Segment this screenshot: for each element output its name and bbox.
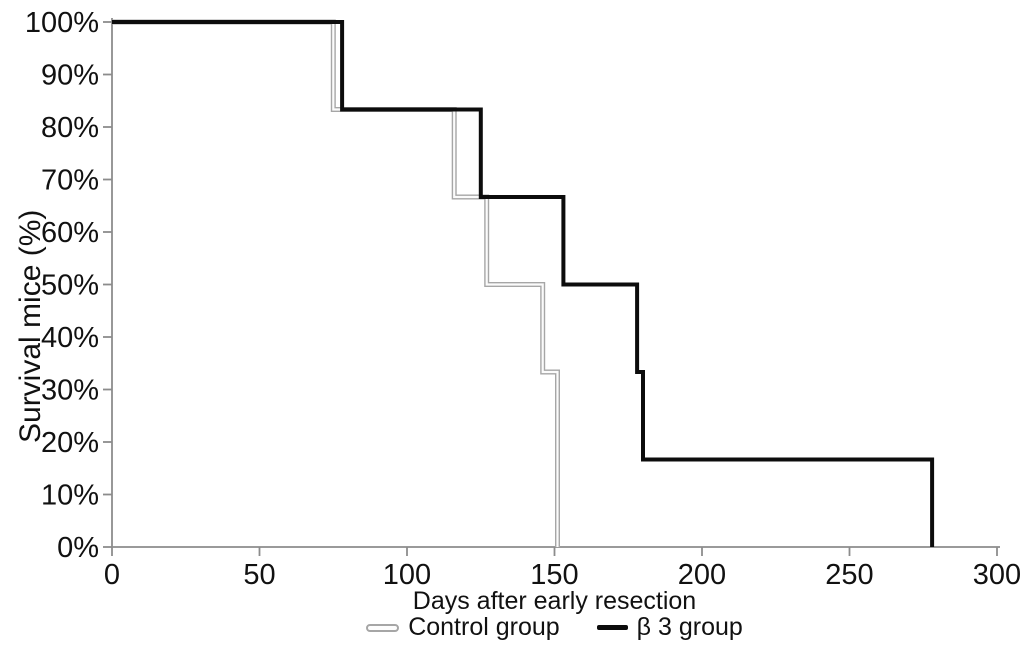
legend: Control group β 3 group: [112, 613, 997, 642]
y-tick-label: 60%: [41, 217, 99, 249]
b3-series-line: [112, 20, 935, 547]
x-tick-label: 300: [973, 559, 1021, 591]
y-tick-label: 80%: [41, 112, 99, 144]
legend-item-b3: β 3 group: [596, 613, 743, 642]
x-tick-label: 200: [678, 559, 726, 591]
y-tick-label: 50%: [41, 270, 99, 302]
legend-item-control: Control group: [366, 613, 560, 642]
x-tick-label: 100: [383, 559, 431, 591]
y-tick-label: 10%: [41, 480, 99, 512]
b3-line-swatch: [596, 625, 628, 630]
x-tick-label: 0: [104, 559, 120, 591]
x-tick-label: 50: [243, 559, 275, 591]
y-tick-label: 40%: [41, 322, 99, 354]
legend-label-control: Control group: [408, 613, 560, 641]
y-tick-label: 20%: [41, 427, 99, 459]
legend-label-b3: β 3 group: [636, 613, 743, 641]
y-axis-title: Survival mice (%): [14, 209, 47, 443]
x-axis-title: Days after early resection: [412, 587, 697, 615]
y-tick-label: 70%: [41, 165, 99, 197]
y-tick-label: 30%: [41, 375, 99, 407]
control-line-swatch: [366, 623, 400, 632]
y-tick-label: 0%: [57, 532, 99, 564]
y-tick-label: 90%: [41, 60, 99, 92]
x-tick-label: 150: [530, 559, 578, 591]
x-tick-label: 250: [825, 559, 873, 591]
y-tick-label: 100%: [25, 7, 99, 39]
